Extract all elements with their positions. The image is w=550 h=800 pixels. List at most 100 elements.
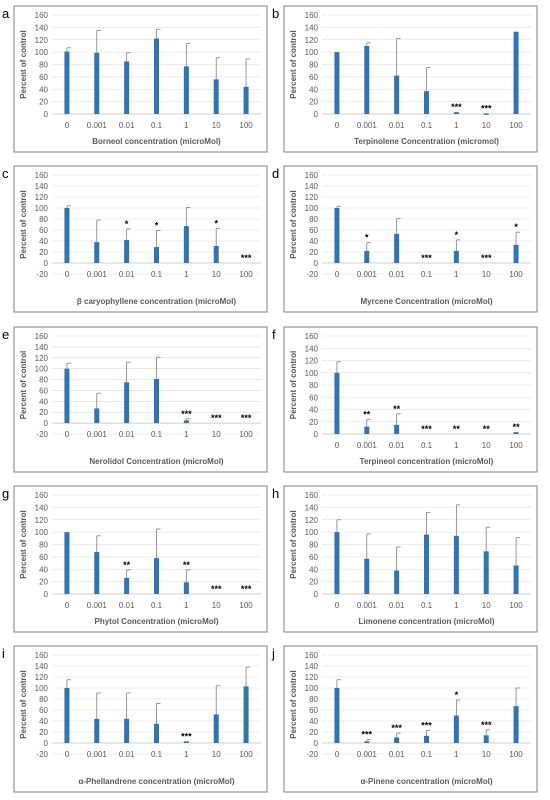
x-tick-label: 0.01	[389, 750, 405, 759]
y-tick-label: 40	[39, 85, 48, 94]
y-tick-label: 80	[309, 381, 318, 390]
x-tick-label: 0	[335, 601, 340, 610]
y-tick-label: 80	[309, 541, 318, 550]
x-tick-label: 1	[184, 121, 189, 130]
x-tick-label: 0	[65, 750, 70, 759]
bar	[424, 91, 429, 114]
y-tick-label: 0	[314, 259, 319, 268]
y-tick-label: 20	[309, 728, 318, 737]
y-tick-label: 20	[309, 578, 318, 587]
x-axis-title: Borneol concentration (microMol)	[92, 137, 221, 146]
x-tick-label: 0.1	[421, 601, 433, 610]
panel-letter: h	[272, 486, 279, 501]
y-tick-label: 100	[35, 48, 49, 57]
y-tick-label: 60	[39, 706, 48, 715]
x-tick-label: 100	[239, 601, 253, 610]
significance-mark: ***	[241, 413, 252, 423]
x-tick-label: 10	[482, 750, 491, 759]
y-axis-title: Percent of control	[19, 30, 28, 98]
y-tick-label: 160	[35, 491, 49, 500]
y-tick-label: 40	[39, 565, 48, 574]
x-tick-label: 100	[509, 270, 523, 279]
bar	[124, 61, 130, 114]
x-tick-label: 100	[239, 121, 253, 130]
bar	[94, 52, 100, 114]
x-tick-label: 10	[212, 270, 221, 279]
y-tick-label: 160	[305, 651, 319, 660]
significance-mark: *	[125, 219, 129, 229]
x-tick-label: 1	[184, 430, 189, 439]
bar	[124, 382, 130, 424]
panel-letter: d	[272, 166, 279, 181]
y-tick-label: 80	[39, 541, 48, 550]
bar	[364, 741, 370, 743]
x-tick-label: 0.1	[421, 441, 433, 450]
y-tick-label: 20	[309, 98, 318, 107]
x-axis-title: Terpineol concentration (microMol)	[360, 457, 494, 466]
y-tick-label: 0	[44, 739, 49, 748]
y-tick-label: 0	[44, 259, 49, 268]
significance-mark: **	[513, 422, 521, 432]
y-tick-label: 80	[309, 695, 318, 704]
y-tick-label: 40	[309, 565, 318, 574]
y-axis-title: Percent of control	[19, 190, 28, 258]
y-axis-title: Percent of control	[289, 30, 298, 98]
x-tick-label: 1	[454, 121, 459, 130]
x-tick-label: 0.001	[87, 750, 108, 759]
y-tick-label: 140	[35, 23, 49, 32]
bar	[483, 735, 489, 743]
significance-mark: ***	[421, 253, 432, 263]
y-tick-label: 0	[314, 590, 319, 599]
x-tick-label: 0.1	[151, 601, 163, 610]
bar	[364, 426, 370, 434]
significance-mark: **	[453, 424, 461, 434]
x-tick-label: 0.001	[87, 121, 108, 130]
bar	[183, 226, 189, 263]
x-tick-label: 0	[335, 441, 340, 450]
x-tick-label: 0.01	[119, 601, 135, 610]
x-axis-title: α-Phellandrene concentration (microMol)	[78, 777, 234, 786]
significance-mark: *	[214, 218, 218, 228]
y-tick-label: 60	[39, 553, 48, 562]
bar	[183, 66, 189, 114]
y-tick-label: 60	[39, 73, 48, 82]
y-tick-label: 100	[305, 48, 319, 57]
y-tick-label: 100	[35, 204, 49, 213]
y-tick-label: 20	[309, 248, 318, 257]
y-tick-label: 140	[305, 182, 319, 191]
y-tick-label: 120	[305, 516, 319, 525]
bar	[64, 208, 70, 263]
y-tick-label: -20	[306, 270, 318, 279]
bar	[483, 113, 489, 115]
y-tick-label: 40	[309, 85, 318, 94]
x-tick-label: 0	[335, 750, 340, 759]
bar	[243, 86, 249, 114]
x-tick-label: 0.1	[151, 430, 163, 439]
significance-mark: ***	[481, 103, 492, 113]
y-tick-label: 60	[39, 386, 48, 395]
y-tick-label: -20	[36, 750, 48, 759]
y-tick-label: 0	[44, 110, 49, 119]
y-tick-label: 120	[305, 673, 319, 682]
y-axis-title: Percent of control	[289, 190, 298, 258]
significance-mark: *	[455, 690, 459, 700]
y-tick-label: 20	[39, 728, 48, 737]
bar	[364, 45, 370, 114]
x-axis-title: β caryophyllene concentration (microMol)	[77, 297, 236, 306]
y-tick-label: 60	[309, 393, 318, 402]
y-tick-label: 40	[39, 717, 48, 726]
x-tick-label: 10	[482, 441, 491, 450]
y-tick-label: 0	[314, 430, 319, 439]
y-tick-label: 120	[305, 36, 319, 45]
y-tick-label: 140	[305, 23, 319, 32]
significance-mark: ***	[241, 253, 252, 263]
x-axis-title: Myrcene Concentration (microMol)	[360, 297, 492, 306]
y-tick-label: 80	[309, 61, 318, 70]
bar	[183, 420, 189, 424]
bar	[513, 706, 519, 743]
x-tick-label: 0.1	[151, 121, 163, 130]
